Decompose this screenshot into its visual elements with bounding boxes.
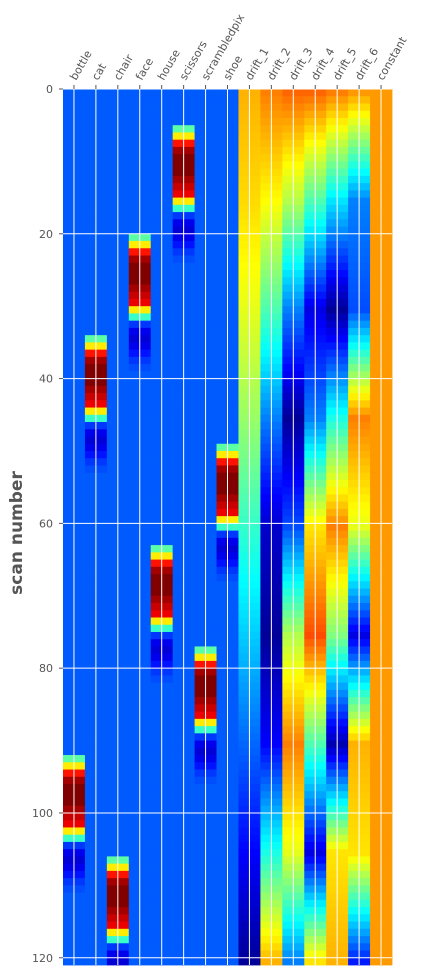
y-tick-label-20: 20 [39, 228, 53, 241]
grid-lines [63, 88, 392, 965]
x-tick-label-chair: chair [111, 52, 136, 83]
y-tick-label-80: 80 [39, 662, 53, 675]
y-tick-label-100: 100 [32, 807, 53, 820]
x-tick-label-constant: constant [374, 34, 410, 83]
y-axis-label: scan number [7, 471, 27, 595]
x-tick-label-face: face [133, 56, 156, 83]
y-tick-label-0: 0 [46, 83, 53, 96]
y-tick-labels: 0 20 40 60 80 100 120 [32, 83, 63, 965]
y-tick-label-60: 60 [39, 517, 53, 530]
y-tick-label-40: 40 [39, 373, 53, 386]
y-tick-label-120: 120 [32, 952, 53, 965]
x-tick-label-cat: cat [89, 61, 109, 83]
